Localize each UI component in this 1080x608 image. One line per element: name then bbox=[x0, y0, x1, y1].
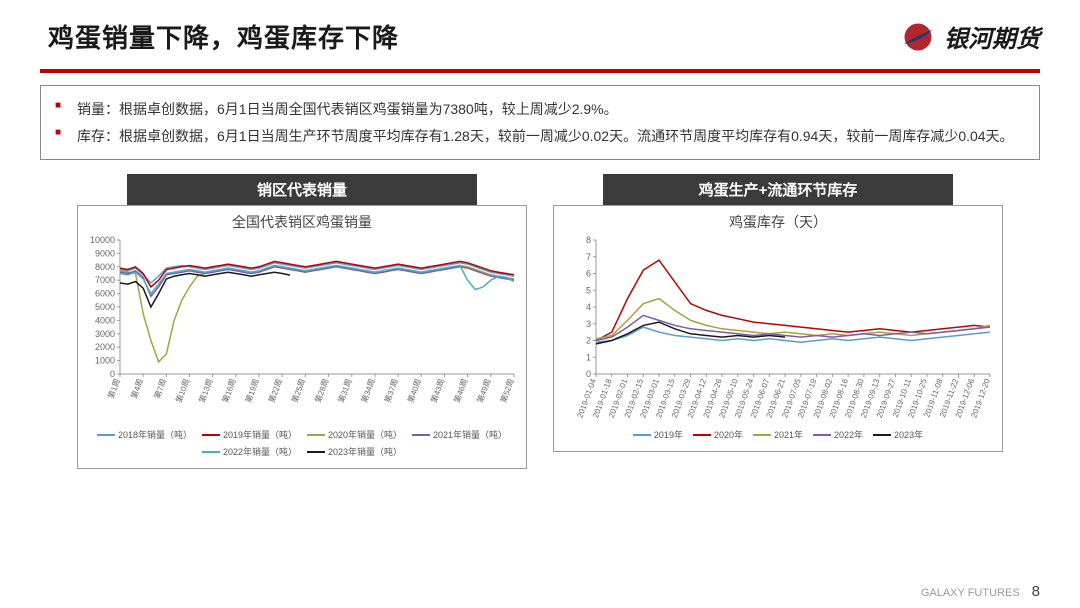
svg-text:1000: 1000 bbox=[95, 356, 115, 366]
legend-item: 2022年销量（吨） bbox=[202, 445, 297, 458]
logo: 银河期货 bbox=[900, 19, 1040, 55]
svg-text:7: 7 bbox=[586, 252, 591, 262]
galaxy-logo-icon bbox=[900, 19, 936, 55]
svg-text:6: 6 bbox=[586, 269, 591, 279]
chart-inventory-body: 鸡蛋库存（天） 0123456782019-01-042019-01-18201… bbox=[553, 205, 1003, 452]
legend-item: 2023年 bbox=[873, 428, 923, 441]
bullet-box: 销量：根据卓创数据，6月1日当周全国代表销区鸡蛋销量为7380吨，较上周减少2.… bbox=[40, 85, 1040, 160]
svg-text:2: 2 bbox=[586, 336, 591, 346]
chart-sales-legend: 2018年销量（吨） 2019年销量（吨） 2020年销量（吨） 2021年销量（吨）… bbox=[82, 424, 522, 464]
svg-text:第46周: 第46周 bbox=[452, 377, 470, 404]
svg-text:第25周: 第25周 bbox=[289, 377, 307, 404]
chart-inventory-plot: 0123456782019-01-042019-01-182019-02-012… bbox=[558, 234, 998, 424]
footer: GALAXY FUTURES 8 bbox=[921, 583, 1040, 600]
svg-text:第37周: 第37周 bbox=[382, 377, 400, 404]
legend-item: 2021年销量（吨） bbox=[412, 428, 507, 441]
svg-text:4: 4 bbox=[586, 302, 591, 312]
svg-text:第31周: 第31周 bbox=[336, 377, 354, 404]
bullet-item: 库存：根据卓创数据，6月1日当周生产环节周度平均库存有1.28天，较前一周减少0… bbox=[77, 123, 1019, 150]
chart-sales: 销区代表销量 全国代表销区鸡蛋销量 0100020003000400050006… bbox=[77, 174, 527, 469]
chart-sales-body: 全国代表销区鸡蛋销量 01000200030004000500060007000… bbox=[77, 205, 527, 469]
page-title: 鸡蛋销量下降，鸡蛋库存下降 bbox=[48, 18, 399, 55]
svg-text:6000: 6000 bbox=[95, 289, 115, 299]
legend-item: 2020年 bbox=[693, 428, 743, 441]
svg-text:10000: 10000 bbox=[90, 235, 115, 245]
logo-text: 银河期货 bbox=[944, 19, 1040, 54]
chart-sales-title: 全国代表销区鸡蛋销量 bbox=[82, 212, 522, 232]
chart-inventory: 鸡蛋生产+流通环节库存 鸡蛋库存（天） 0123456782019-01-042… bbox=[553, 174, 1003, 469]
title-underline bbox=[40, 69, 1040, 73]
svg-text:7000: 7000 bbox=[95, 275, 115, 285]
legend-item: 2018年销量（吨） bbox=[97, 428, 192, 441]
chart-inventory-header: 鸡蛋生产+流通环节库存 bbox=[603, 174, 953, 205]
legend-item: 2021年 bbox=[753, 428, 803, 441]
footer-company: GALAXY FUTURES bbox=[921, 587, 1020, 599]
legend-item: 2019年销量（吨） bbox=[202, 428, 297, 441]
charts-row: 销区代表销量 全国代表销区鸡蛋销量 0100020003000400050006… bbox=[0, 174, 1080, 469]
page-number: 8 bbox=[1032, 583, 1040, 600]
svg-text:第28周: 第28周 bbox=[313, 377, 331, 404]
legend-item: 2019年 bbox=[633, 428, 683, 441]
chart-inventory-legend: 2019年 2020年 2021年 2022年 2023年 bbox=[558, 424, 998, 447]
legend-item: 2022年 bbox=[813, 428, 863, 441]
header: 鸡蛋销量下降，鸡蛋库存下降 银河期货 bbox=[0, 0, 1080, 65]
svg-text:第13周: 第13周 bbox=[197, 377, 215, 404]
legend-item: 2020年销量（吨） bbox=[307, 428, 402, 441]
svg-text:第1周: 第1周 bbox=[105, 377, 121, 400]
svg-text:1: 1 bbox=[586, 352, 591, 362]
chart-sales-header: 销区代表销量 bbox=[127, 174, 477, 205]
svg-text:第52周: 第52周 bbox=[498, 377, 516, 404]
svg-text:8000: 8000 bbox=[95, 262, 115, 272]
svg-text:9000: 9000 bbox=[95, 249, 115, 259]
svg-text:第40周: 第40周 bbox=[405, 377, 423, 404]
svg-text:第49周: 第49周 bbox=[475, 377, 493, 404]
svg-text:第4周: 第4周 bbox=[129, 377, 145, 400]
svg-text:3: 3 bbox=[586, 319, 591, 329]
svg-text:5000: 5000 bbox=[95, 302, 115, 312]
bullet-item: 销量：根据卓创数据，6月1日当周全国代表销区鸡蛋销量为7380吨，较上周减少2.… bbox=[77, 96, 1019, 123]
chart-sales-plot: 0100020003000400050006000700080009000100… bbox=[82, 234, 522, 424]
svg-text:第43周: 第43周 bbox=[428, 377, 446, 404]
svg-text:第34周: 第34周 bbox=[359, 377, 377, 404]
svg-text:2000: 2000 bbox=[95, 342, 115, 352]
svg-text:4000: 4000 bbox=[95, 316, 115, 326]
chart-inventory-title: 鸡蛋库存（天） bbox=[558, 212, 998, 232]
legend-item: 2023年销量（吨） bbox=[307, 445, 402, 458]
svg-text:第16周: 第16周 bbox=[220, 377, 238, 404]
svg-text:第19周: 第19周 bbox=[243, 377, 261, 404]
svg-text:第7周: 第7周 bbox=[152, 377, 168, 400]
svg-text:5: 5 bbox=[586, 285, 591, 295]
svg-text:第22周: 第22周 bbox=[266, 377, 284, 404]
svg-text:8: 8 bbox=[586, 235, 591, 245]
svg-text:3000: 3000 bbox=[95, 329, 115, 339]
svg-text:第10周: 第10周 bbox=[173, 377, 191, 404]
